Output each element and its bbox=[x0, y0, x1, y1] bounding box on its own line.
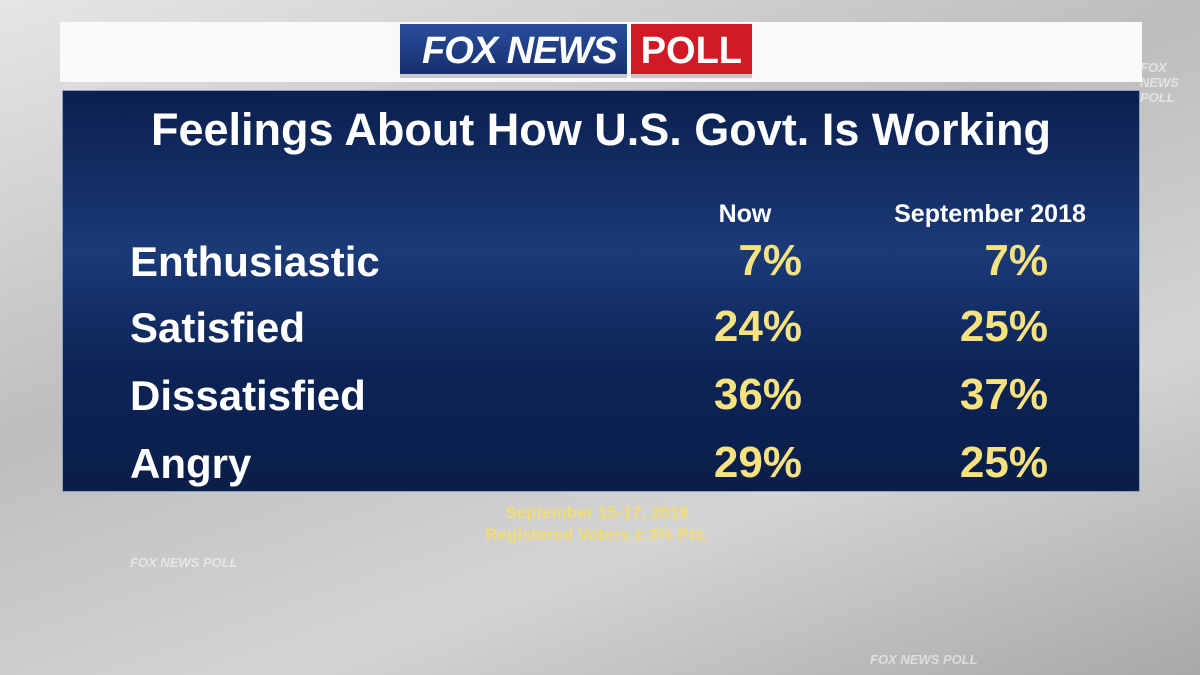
logo-brand: FOX NEWS bbox=[400, 24, 627, 78]
cell-value: 7% bbox=[738, 236, 802, 285]
row-label: Dissatisfied bbox=[130, 372, 366, 419]
cell-value: 37% bbox=[959, 370, 1048, 419]
row-label: Satisfied bbox=[130, 304, 306, 351]
cell-value: 25% bbox=[959, 438, 1048, 487]
watermark: FOX NEWS POLL bbox=[130, 555, 238, 570]
cell-value: 29% bbox=[713, 438, 802, 487]
row-label: Enthusiastic bbox=[130, 238, 380, 285]
cell-value: 36% bbox=[713, 370, 802, 419]
footer-date: September 15-17, 2019 bbox=[505, 503, 689, 522]
title: Feelings About How U.S. Govt. Is Working bbox=[150, 104, 1052, 155]
cell-value: 7% bbox=[984, 236, 1048, 285]
logo-product: POLL bbox=[630, 24, 753, 78]
cell-value: 24% bbox=[713, 302, 802, 351]
cell-value: 25% bbox=[959, 302, 1048, 351]
column-header: Now bbox=[718, 200, 772, 228]
row-label: Angry bbox=[130, 440, 252, 487]
column-header: September 2018 bbox=[894, 200, 1086, 228]
panel bbox=[62, 90, 1140, 492]
watermark: FOX NEWS POLL bbox=[870, 652, 978, 667]
footer-note: Registered Voters ± 3% Pts. bbox=[485, 525, 709, 544]
watermark: FOX NEWS POLL bbox=[1140, 60, 1179, 105]
logo: FOX NEWS POLL bbox=[400, 24, 753, 78]
